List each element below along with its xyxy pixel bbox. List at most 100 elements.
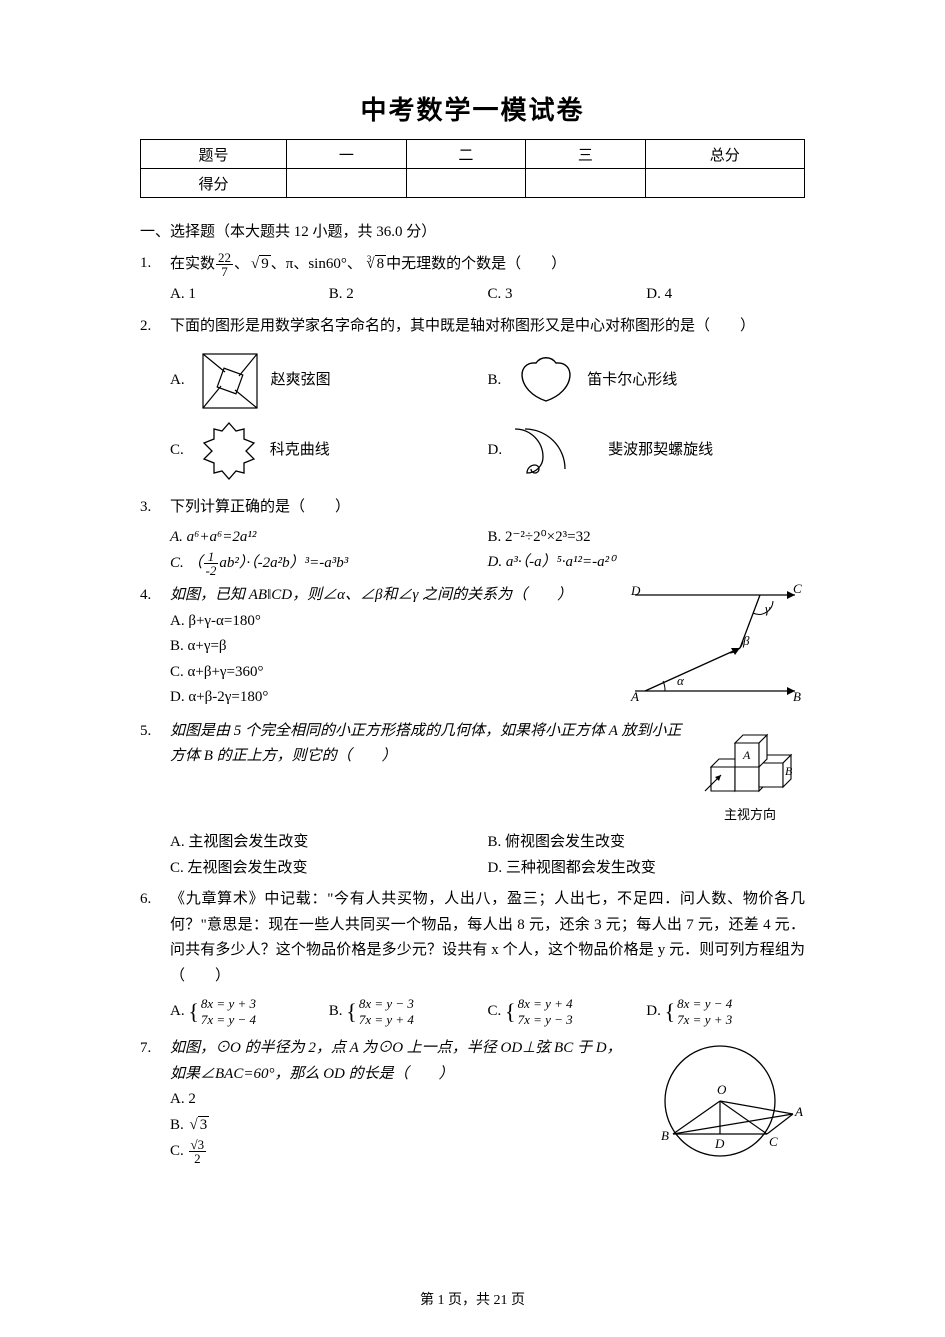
denominator: 2 <box>189 1152 207 1165</box>
page-footer: 第 1 页，共 21 页 <box>0 1289 945 1309</box>
option-label: C. <box>488 1003 506 1019</box>
fig-label-a: A <box>794 1104 803 1119</box>
option-d: D. 4 <box>646 282 805 308</box>
fig-label-b: B <box>793 689 801 703</box>
option-c: C. {8x = y + 47x = y − 3 <box>488 993 647 1030</box>
q1-mid: 、 <box>234 256 249 272</box>
question-2: 2. 下面的图形是用数学家名字命名的，其中既是轴对称图形又是中心对称图形的是（ … <box>140 314 805 490</box>
options: A. 主视图会发生改变 B. 俯视图会发生改变 C. 左视图会发生改变 D. 三… <box>170 830 805 881</box>
score-header: 题号 <box>141 140 287 169</box>
fig-caption: 主视方向 <box>695 804 805 826</box>
option-text: ab²）·（-2a²b）³=-a³b³ <box>219 555 348 571</box>
cardioid-figure <box>511 349 581 413</box>
fig-label-d: D <box>630 583 641 598</box>
fraction-icon: 1-2 <box>204 550 219 577</box>
question-number: 7. <box>140 1036 170 1062</box>
exam-page: 中考数学一模试卷 题号 一 二 三 总分 得分 一、选择题（本大题共 12 小题… <box>0 0 945 1337</box>
question-3: 3. 下列计算正确的是（ ） A. a⁶+a⁶=2a¹² B. 2⁻²÷2⁰×2… <box>140 495 805 577</box>
option-c: C. 3 <box>488 282 647 308</box>
option-label: B. <box>170 1117 188 1133</box>
question-body: O A B C D 如图，⊙O 的半径为 2，点 A 为⊙O 上一点，半径 OD… <box>170 1036 805 1186</box>
options: A. 赵爽弦图 B. <box>170 349 805 489</box>
score-cell <box>406 169 526 198</box>
q1-suffix: 中无理数的个数是（ ） <box>386 256 566 272</box>
fig-label-a: A <box>742 748 751 762</box>
question-number: 4. <box>140 583 170 609</box>
fig-label-beta: β <box>742 633 750 648</box>
eq: 8x = y − 4 <box>677 996 732 1011</box>
q7-text-content: 如图，⊙O 的半径为 2，点 A 为⊙O 上一点，半径 OD⊥弦 BC 于 D，… <box>170 1040 622 1082</box>
question-1: 1. 在实数227、 9、π、sin60°、3√8中无理数的个数是（ ） A. 1… <box>140 251 805 308</box>
option-d: D. 斐波那契螺旋线 <box>488 419 806 483</box>
root-index: 3 <box>367 254 372 264</box>
options: A. {8x = y + 37x = y − 4 B. {8x = y − 37… <box>170 993 805 1030</box>
q4-text-content: 如图，已知 AB‖CD，则∠α、∠β和∠γ 之间的关系为（ ） <box>170 587 572 603</box>
option-d: D. 三种视图都会发生改变 <box>488 856 806 882</box>
score-header: 总分 <box>645 140 804 169</box>
section-heading: 一、选择题（本大题共 12 小题，共 36.0 分） <box>140 220 805 241</box>
option-c: C. （1-2ab²）·（-2a²b）³=-a³b³ <box>170 550 488 577</box>
fig-label-alpha: α <box>677 673 685 688</box>
option-c: C. 科克曲线 <box>170 419 488 483</box>
option-label: C. <box>170 555 188 571</box>
option-label: D. <box>488 438 503 464</box>
question-number: 3. <box>140 495 170 521</box>
question-7: 7. O A B C D 如图，⊙O <box>140 1036 805 1186</box>
fig-label-gamma: γ <box>765 601 771 616</box>
option-caption: 笛卡尔心形线 <box>587 368 677 394</box>
q3-text: 下列计算正确的是（ ） <box>170 495 805 521</box>
radicand: 9 <box>259 255 271 272</box>
option-label: B. <box>329 1003 347 1019</box>
score-value-row: 得分 <box>141 169 805 198</box>
option-label: A. <box>170 368 185 394</box>
question-body: 《九章算术》中记载："今有人共买物，人出八，盈三；人出七，不足四．问人数、物价各… <box>170 887 805 1030</box>
question-body: D C A B α β γ 如图，已知 AB‖CD，则∠α、∠β和∠γ 之间的关… <box>170 583 805 713</box>
option-d: D. a³·（-a）⁵·a¹²=-a²⁰ <box>488 550 806 577</box>
option-b: B. {8x = y − 37x = y + 4 <box>329 993 488 1030</box>
fig-label-b: B <box>661 1128 669 1143</box>
eq: 7x = y − 3 <box>518 1012 573 1027</box>
question-number: 1. <box>140 251 170 277</box>
score-row-label: 得分 <box>141 169 287 198</box>
score-header: 三 <box>526 140 646 169</box>
page-title: 中考数学一模试卷 <box>140 90 805 127</box>
fig-label-b: B <box>785 764 793 778</box>
cbrt-icon: 3√8 <box>362 252 386 278</box>
option-b: B. 2 <box>329 282 488 308</box>
options: A. 1 B. 2 C. 3 D. 4 <box>170 282 805 308</box>
fraction-icon: 227 <box>216 251 233 278</box>
option-b: B. 俯视图会发生改变 <box>488 830 806 856</box>
question-5: 5. <box>140 719 805 882</box>
question-body: 下列计算正确的是（ ） A. a⁶+a⁶=2a¹² B. 2⁻²÷2⁰×2³=3… <box>170 495 805 577</box>
question-number: 6. <box>140 887 170 913</box>
score-header-row: 题号 一 二 三 总分 <box>141 140 805 169</box>
q5-text-content: 如图是由 5 个完全相同的小正方形搭成的几何体，如果将小正方体 A 放到小正方体… <box>170 723 681 765</box>
q1-mid2: 、π、sin60°、 <box>271 256 362 272</box>
question-number: 2. <box>140 314 170 340</box>
option-a: A. 1 <box>170 282 329 308</box>
numerator: √3 <box>189 1138 207 1152</box>
option-label: B. <box>488 368 502 394</box>
numerator: 1 <box>204 550 219 564</box>
q5-figure: A B 主视方向 <box>695 719 805 827</box>
q1-text: 在实数227、9、π、sin60°、3√8中无理数的个数是（ ） <box>170 256 566 272</box>
score-header: 二 <box>406 140 526 169</box>
sqrt-icon: 9 <box>249 252 271 278</box>
eq: 7x = y + 3 <box>677 1012 732 1027</box>
radicand: 3 <box>198 1116 210 1133</box>
option-d: D. {8x = y − 47x = y + 3 <box>646 993 805 1030</box>
q4-figure: D C A B α β γ <box>625 583 805 713</box>
zhaoshuang-figure <box>195 349 265 413</box>
option-caption: 斐波那契螺旋线 <box>608 438 713 464</box>
score-cell <box>526 169 646 198</box>
options: A. a⁶+a⁶=2a¹² B. 2⁻²÷2⁰×2³=32 C. （1-2ab²… <box>170 525 805 578</box>
eq: 7x = y + 4 <box>359 1012 414 1027</box>
q1-prefix: 在实数 <box>170 256 215 272</box>
q6-text: 《九章算术》中记载："今有人共买物，人出八，盈三；人出七，不足四．问人数、物价各… <box>170 887 805 989</box>
fig-label-d: D <box>714 1136 725 1151</box>
option-label: D. <box>646 1003 664 1019</box>
fibonacci-figure <box>512 419 602 483</box>
option-b: B. 笛卡尔心形线 <box>488 349 806 413</box>
question-number: 5. <box>140 719 170 745</box>
question-4: 4. D C A B α <box>140 583 805 713</box>
